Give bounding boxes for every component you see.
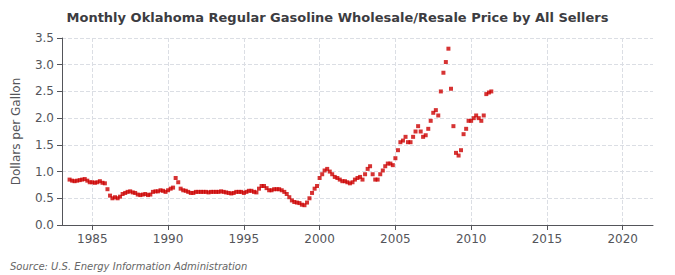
svg-text:2.0: 2.0 [35, 111, 54, 125]
svg-text:2010: 2010 [456, 232, 487, 246]
svg-text:1.0: 1.0 [35, 165, 54, 179]
svg-text:1985: 1985 [77, 232, 108, 246]
svg-text:0.5: 0.5 [35, 191, 54, 205]
svg-text:2000: 2000 [304, 232, 335, 246]
svg-text:3.0: 3.0 [35, 58, 54, 72]
svg-text:Source: U.S. Energy Informatio: Source: U.S. Energy Information Administ… [10, 261, 247, 272]
svg-text:2015: 2015 [532, 232, 563, 246]
svg-text:3.5: 3.5 [35, 31, 54, 45]
svg-text:1995: 1995 [229, 232, 260, 246]
svg-text:0.0: 0.0 [35, 218, 54, 232]
svg-text:1990: 1990 [153, 232, 184, 246]
svg-text:1.5: 1.5 [35, 138, 54, 152]
svg-text:Monthly Oklahoma Regular Gasol: Monthly Oklahoma Regular Gasoline Wholes… [67, 10, 609, 25]
svg-text:2005: 2005 [380, 232, 411, 246]
svg-text:2020: 2020 [607, 232, 638, 246]
svg-text:2.5: 2.5 [35, 84, 54, 98]
svg-text:Dollars per Gallon: Dollars per Gallon [9, 78, 23, 186]
